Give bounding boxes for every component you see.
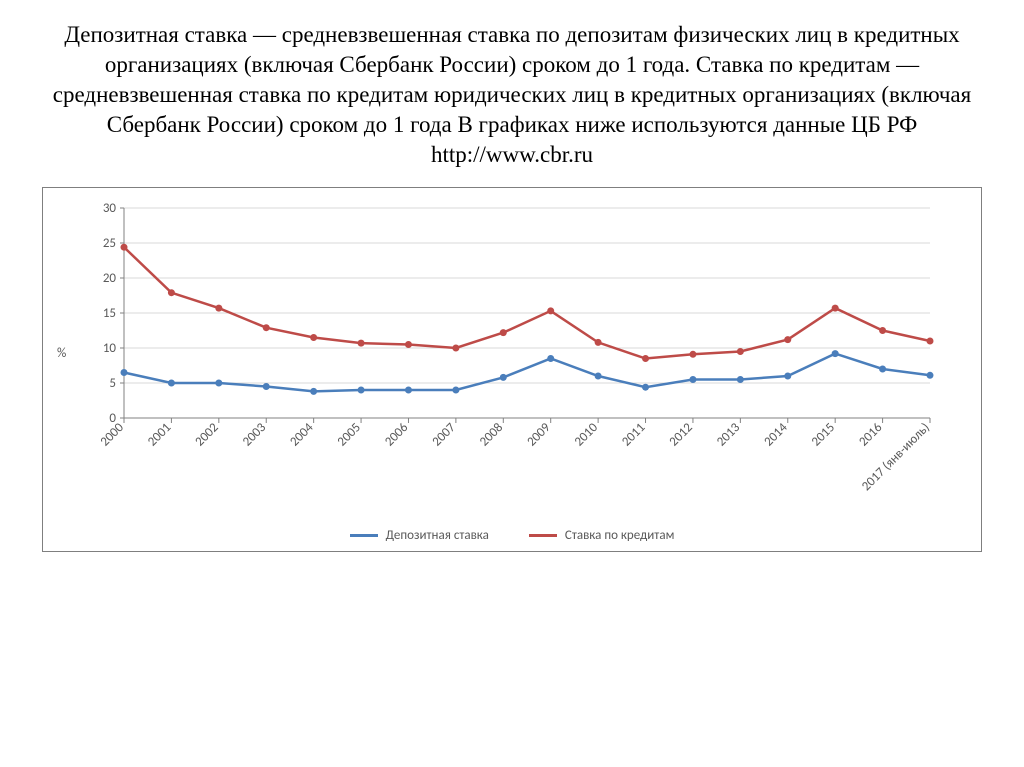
svg-text:2004: 2004: [288, 420, 318, 450]
svg-text:10: 10: [103, 341, 117, 356]
legend-item: Депозитная ставка: [350, 528, 489, 543]
svg-text:20: 20: [103, 271, 117, 286]
svg-text:2006: 2006: [382, 420, 412, 450]
legend-item: Ставка по кредитам: [529, 528, 674, 543]
legend-swatch: [529, 534, 557, 537]
svg-text:2013: 2013: [714, 420, 744, 450]
svg-text:2012: 2012: [667, 420, 697, 450]
svg-text:2014: 2014: [762, 420, 792, 450]
line-chart: 0510152025302000200120022003200420052006…: [72, 198, 942, 508]
svg-text:2005: 2005: [335, 421, 364, 450]
chart-container: % 05101520253020002001200220032004200520…: [42, 187, 982, 552]
legend-swatch: [350, 534, 378, 537]
svg-text:15: 15: [103, 306, 116, 321]
legend-label: Депозитная ставка: [386, 528, 489, 543]
chart-legend: Депозитная ставка Ставка по кредитам: [57, 528, 967, 543]
svg-text:2016: 2016: [856, 420, 886, 450]
svg-text:30: 30: [103, 201, 117, 216]
svg-text:2015: 2015: [809, 421, 838, 450]
svg-text:2010: 2010: [572, 420, 602, 450]
svg-text:2002: 2002: [193, 420, 223, 450]
legend-label: Ставка по кредитам: [565, 528, 674, 543]
chart-title: Депозитная ставка — средневзвешенная ста…: [52, 20, 972, 169]
svg-text:2007: 2007: [430, 420, 460, 450]
svg-text:25: 25: [103, 236, 116, 251]
svg-text:2003: 2003: [240, 420, 270, 450]
svg-text:2011: 2011: [619, 421, 648, 450]
svg-text:2001: 2001: [145, 421, 174, 450]
svg-text:5: 5: [110, 376, 117, 391]
y-axis-label: %: [57, 346, 66, 361]
svg-text:2009: 2009: [525, 420, 555, 450]
svg-text:2008: 2008: [477, 420, 507, 450]
svg-text:2000: 2000: [98, 420, 128, 450]
